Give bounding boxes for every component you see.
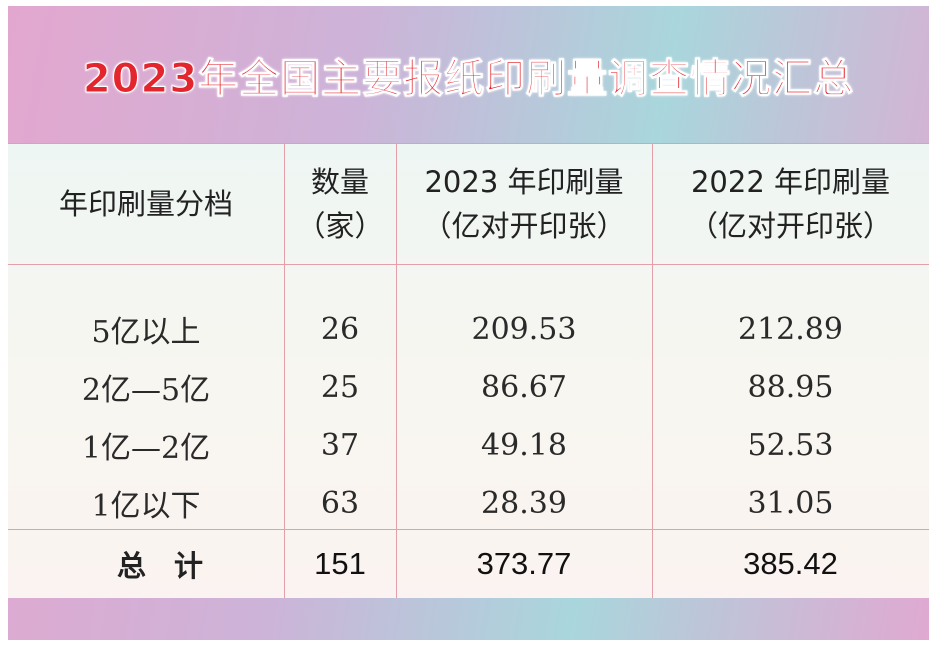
header-tier: 年印刷量分档 bbox=[8, 143, 284, 264]
row-count: 37 bbox=[320, 427, 360, 463]
figure-frame: 2023年全国主要报纸印刷量调查情况汇总 年印刷量分档 数量 （家） 2023 … bbox=[8, 6, 929, 640]
header-2023-line1: 2023 年印刷量 bbox=[424, 164, 624, 199]
header-2022-line1: 2022 年印刷量 bbox=[690, 164, 891, 199]
row-count: 63 bbox=[320, 485, 360, 521]
summary-table: 年印刷量分档 数量 （家） 2023 年印刷量 （亿对开印张） 2022 年印刷… bbox=[8, 143, 929, 598]
row-tier: 2亿—5亿 bbox=[81, 373, 211, 408]
row-divider bbox=[8, 143, 929, 144]
row-count: 25 bbox=[320, 369, 360, 405]
header-2022: 2022 年印刷量 （亿对开印张） bbox=[652, 143, 929, 264]
row-2022: 31.05 bbox=[747, 485, 834, 521]
column-divider bbox=[396, 143, 397, 598]
row-2023: 86.67 bbox=[481, 369, 567, 405]
row-2022: 52.53 bbox=[747, 427, 834, 463]
total-2022: 385.42 bbox=[743, 546, 838, 581]
row-tier: 5亿以上 bbox=[91, 315, 201, 350]
row-2022: 212.89 bbox=[738, 311, 843, 347]
total-count: 151 bbox=[314, 546, 366, 581]
row-tier: 1亿—2亿 bbox=[81, 431, 211, 466]
total-label: 总计 bbox=[116, 549, 231, 583]
row-divider bbox=[8, 529, 929, 530]
row-2023: 49.18 bbox=[481, 427, 567, 463]
bottom-band bbox=[8, 598, 929, 640]
column-divider bbox=[284, 143, 285, 598]
total-2023: 373.77 bbox=[476, 546, 572, 581]
header-2023: 2023 年印刷量 （亿对开印张） bbox=[396, 143, 652, 264]
row-count: 26 bbox=[320, 311, 360, 347]
row-tier: 1亿以下 bbox=[91, 489, 201, 524]
header-count-line1: 数量 bbox=[310, 164, 369, 199]
table-title: 2023年全国主要报纸印刷量调查情况汇总 bbox=[82, 55, 855, 102]
row-divider bbox=[8, 264, 929, 265]
header-count: 数量 （家） bbox=[284, 143, 396, 264]
row-2022: 88.95 bbox=[747, 369, 834, 405]
row-2023: 209.53 bbox=[471, 311, 577, 347]
row-2023: 28.39 bbox=[481, 485, 567, 521]
header-count-line2: （家） bbox=[296, 208, 384, 243]
column-divider bbox=[652, 143, 653, 598]
header-2022-line2: （亿对开印张） bbox=[688, 208, 892, 243]
header-2023-line2: （亿对开印张） bbox=[422, 208, 626, 243]
header-tier-label: 年印刷量分档 bbox=[58, 186, 233, 221]
title-band: 2023年全国主要报纸印刷量调查情况汇总 bbox=[8, 6, 929, 143]
